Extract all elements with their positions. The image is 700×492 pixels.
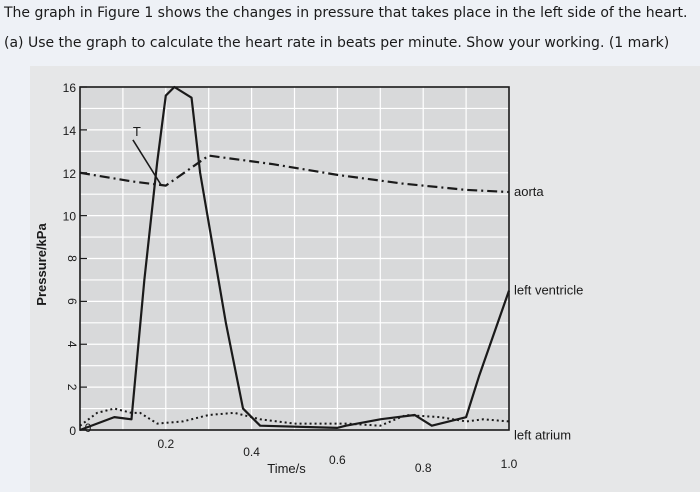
question-part-a: (a) Use the graph to calculate the heart… bbox=[4, 35, 670, 51]
annotation-pointer bbox=[132, 139, 163, 187]
series-label: left atrium bbox=[514, 427, 571, 442]
question-intro: The graph in Figure 1 shows the changes … bbox=[4, 5, 688, 21]
grid-lines bbox=[80, 87, 509, 430]
y-tick-label: 2 bbox=[65, 384, 79, 391]
series-lines bbox=[79, 85, 511, 432]
y-tick-label: 16 bbox=[63, 81, 77, 95]
x-axis-title: Time/s bbox=[267, 461, 306, 476]
series-left-ventricle bbox=[79, 85, 511, 432]
y-tick-label: 12 bbox=[63, 167, 77, 181]
x-tick-label: 0.4 bbox=[243, 445, 260, 459]
y-tick-label: 4 bbox=[65, 341, 79, 348]
y-tick-label: 8 bbox=[65, 255, 79, 262]
x-tick-label: 1.0 bbox=[501, 457, 518, 471]
y-tick-label: 10 bbox=[63, 210, 77, 224]
chart-labels: 0 2 4 6 8 10 12 14 16 0 0.2 0.4 0.6 0.8 1.0 Time/s Press… bbox=[34, 81, 583, 476]
x-tick-label: 0.6 bbox=[329, 453, 346, 467]
x-tick-label: 0.2 bbox=[157, 437, 174, 451]
series-aorta bbox=[79, 154, 510, 194]
y-tick-label: 0 bbox=[69, 424, 76, 438]
y-tick-label: 14 bbox=[63, 124, 77, 138]
y-tick-label: 6 bbox=[65, 298, 79, 305]
series-label: aorta bbox=[514, 184, 544, 199]
y-axis-title: Pressure/kPa bbox=[34, 223, 49, 306]
x-tick-label: 0.8 bbox=[415, 461, 432, 475]
series-left-atrium bbox=[79, 407, 510, 427]
x-tick-label: 0 bbox=[85, 421, 92, 435]
annotation-label: T bbox=[133, 124, 141, 139]
series-label: left ventricle bbox=[514, 283, 583, 298]
